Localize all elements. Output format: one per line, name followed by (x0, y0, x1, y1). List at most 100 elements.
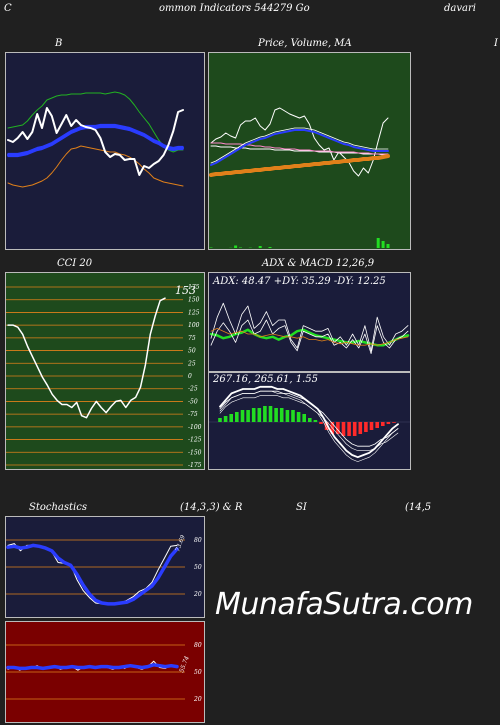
bollinger-upper-band-line (7, 91, 184, 153)
stochastics-d-line (6, 543, 179, 606)
rsi-params: (14,5 (405, 502, 432, 513)
header-left: C (4, 3, 12, 14)
macd-histogram-bar (235, 412, 239, 422)
macd-histogram-bar (347, 422, 351, 436)
stochastics-panel: 80 50 20 73.69 (5, 516, 205, 618)
stochastics-params: (14,3,3) & R (180, 502, 243, 513)
cci-tick-label: -150 (188, 449, 202, 456)
macd-value-label: 267.16, 265.61, 1.55 (213, 374, 318, 385)
macd-panel (208, 372, 411, 470)
macd-histogram-bar (279, 408, 284, 422)
macd-histogram-bar (223, 416, 228, 422)
adx-dx-line (210, 328, 409, 346)
cci-tick-label: 175 (188, 284, 200, 291)
macd-histogram-bar (386, 422, 391, 424)
cci-tick-label: 125 (188, 309, 200, 316)
stochastics-tick-label: 50 (194, 564, 202, 571)
macd-histogram-bar (218, 418, 222, 422)
stochastics-tick-label: 80 (194, 537, 202, 544)
price-ma-short-line (210, 129, 389, 166)
rsi-tick-label: 20 (193, 696, 202, 703)
cci-tick-label: 0 (188, 373, 192, 380)
volume-bar (234, 245, 238, 248)
macd-histogram-bar (313, 420, 318, 422)
volume-bar (258, 246, 262, 248)
macd-histogram-bar (375, 422, 379, 428)
price-volume-ma-panel (208, 52, 411, 250)
header-center: ommon Indicators 544279 Go (159, 3, 310, 14)
volume-bar (386, 244, 390, 248)
macd-histogram-bar (291, 410, 295, 422)
bollinger-middle-band-edge (7, 123, 184, 155)
adx-minus-di-line (210, 319, 409, 354)
adx-chart (208, 272, 411, 372)
volume-bar (239, 247, 242, 248)
cci-tick-label: -25 (188, 386, 198, 393)
macd-histogram-bar (319, 422, 323, 424)
macd-histogram-bar (336, 422, 340, 434)
macd-histogram-bar (251, 408, 256, 422)
cci-title: CCI 20 (57, 258, 93, 269)
header-right: davari (444, 3, 476, 14)
macd-histogram-bar (302, 414, 306, 422)
macd-chart (208, 372, 411, 470)
bollinger-middle-band-line (6, 124, 185, 157)
macd-histogram-bar (257, 408, 262, 422)
bollinger-chart (5, 52, 205, 250)
price-ma-mid-line (210, 142, 389, 155)
bollinger-panel (5, 52, 205, 250)
price-volume-ma-title: Price, Volume, MA (258, 38, 352, 49)
cci-value-label: 153 (175, 284, 196, 297)
bollinger-price-line (7, 107, 184, 176)
adx-panel (208, 272, 411, 372)
macd-histogram-bar (352, 422, 357, 436)
cci-tick-label: -75 (188, 411, 198, 418)
stochastics-tick-label: 20 (193, 591, 202, 598)
macd-histogram-bar (274, 408, 278, 422)
macd-histogram-bar (341, 422, 346, 436)
bollinger-lower-band-line (7, 145, 184, 188)
brand-watermark: MunafaSutra.com (215, 587, 473, 622)
cci-tick-label: -125 (188, 437, 202, 444)
macd-histogram-bar (296, 412, 301, 422)
partial-right-title: I (494, 38, 498, 49)
macd-histogram-bar (369, 422, 374, 430)
volume-bar (268, 247, 272, 248)
macd-histogram-bar (308, 418, 312, 422)
macd-histogram-bar (246, 410, 250, 422)
stochastics-title: Stochastics (29, 502, 87, 513)
cci-tick-label: -50 (188, 398, 198, 405)
macd-histogram-bar (324, 422, 329, 430)
adx-plot-area (208, 272, 411, 372)
rsi-title: SI (296, 502, 307, 513)
cci-tick-label: -100 (188, 424, 202, 431)
macd-histogram-bar (358, 422, 363, 434)
volume-bar (381, 241, 385, 248)
price-volume-ma-chart (208, 52, 411, 250)
bollinger-middle-band-edge (7, 126, 184, 158)
macd-histogram-bar (263, 406, 267, 422)
macd-signal-line (219, 390, 399, 447)
cci-panel: 175 150 125 100 75 50 25 0 -25 -50 -75 -100 -125 -150… (5, 272, 205, 470)
cci-chart: 175 150 125 100 75 50 25 0 -25 -50 -75 -100 -125 -150… (5, 272, 205, 470)
rsi-rsi-avg-line (6, 663, 179, 671)
macd-histogram-bar (392, 422, 396, 423)
adx-plus-di-line (210, 302, 409, 352)
bollinger-title: B (55, 38, 63, 49)
cci-tick-label: 150 (188, 297, 200, 304)
price-price-line (210, 107, 389, 177)
adx-value-label: ADX: 48.47 +DY: 35.29 -DY: 12.25 (213, 276, 386, 287)
rsi-tick-label: 80 (194, 642, 202, 649)
price-ma-thick-line (209, 154, 390, 177)
macd-histogram-bar (381, 422, 385, 426)
macd-histogram-bar (229, 414, 233, 422)
volume-bar (209, 247, 213, 248)
macd-histogram-bar (364, 422, 368, 432)
macd-histogram-bar (285, 410, 290, 422)
cci-tick-label: 25 (187, 360, 196, 367)
macd-signal-shadow-line (219, 395, 399, 451)
cci-tick-label: 100 (188, 322, 200, 329)
rsi-panel: 80 50 20 55.74 (5, 621, 205, 723)
